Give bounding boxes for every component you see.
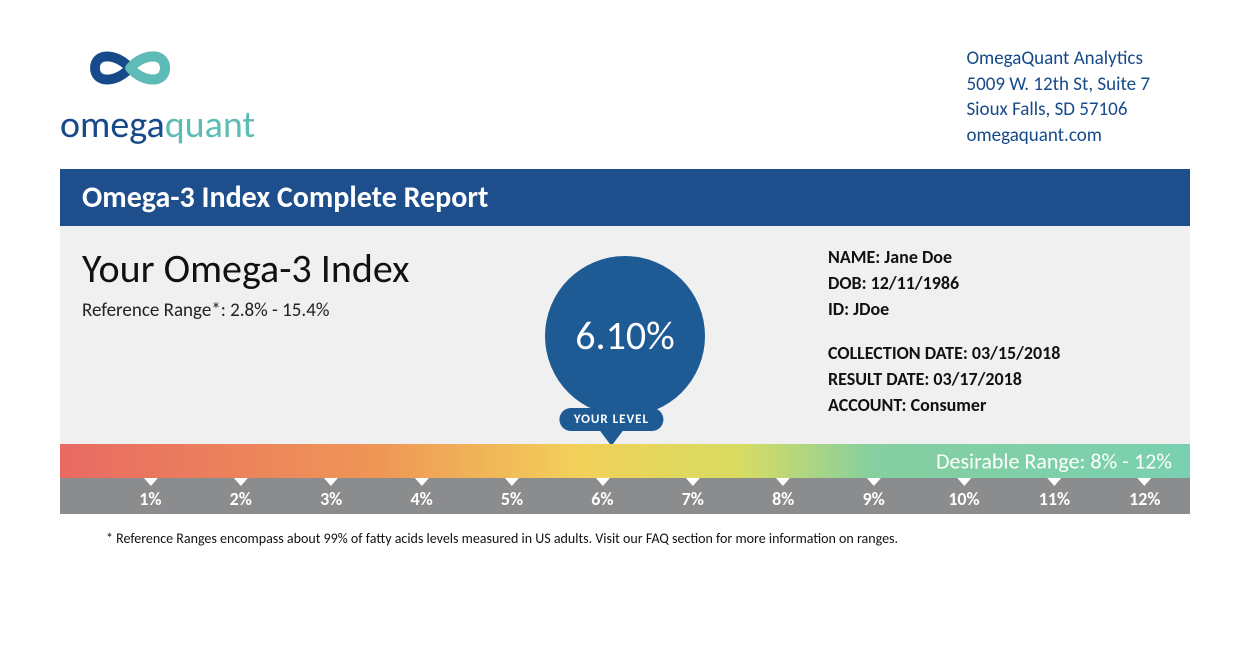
tick-label: 10%	[948, 488, 979, 510]
company-addr2: Sioux Falls, SD 57106	[966, 97, 1150, 123]
scale-tick: 5%	[501, 478, 523, 510]
account: ACCOUNT: Consumer	[828, 392, 1168, 418]
patient-id: ID: JDoe	[828, 296, 1168, 322]
patient-name: NAME: Jane Doe	[828, 244, 1168, 270]
scale-tick: 6%	[591, 478, 613, 510]
scale-tick: 7%	[682, 478, 704, 510]
result-value-circle: 6.10%	[545, 256, 705, 416]
header-row: omegaquant OmegaQuant Analytics 5009 W. …	[60, 40, 1190, 149]
tick-label: 7%	[682, 488, 704, 510]
patient-dob: DOB: 12/11/1986	[828, 270, 1168, 296]
your-level-marker: YOUR LEVEL	[560, 408, 663, 446]
scale-tick: 12%	[1129, 478, 1160, 510]
tick-label: 8%	[772, 488, 794, 510]
collection-date: COLLECTION DATE: 03/15/2018	[828, 340, 1168, 366]
result-value: 6.10%	[575, 311, 675, 360]
desirable-range-label: Desirable Range: 8% - 12%	[936, 447, 1172, 474]
company-info: OmegaQuant Analytics 5009 W. 12th St, Su…	[966, 40, 1190, 149]
result-date: RESULT DATE: 03/17/2018	[828, 366, 1168, 392]
tick-triangle-icon	[776, 478, 790, 486]
gradient-bar: Desirable Range: 8% - 12%	[60, 444, 1190, 478]
infinity-icon	[60, 40, 200, 96]
tick-triangle-icon	[595, 478, 609, 486]
tick-triangle-icon	[1047, 478, 1061, 486]
report-title-bar: Omega-3 Index Complete Report	[60, 169, 1190, 226]
scale: Desirable Range: 8% - 12% 1% 2% 3% 4% 5% 6% 7%…	[60, 444, 1190, 514]
tick-triangle-icon	[957, 478, 971, 486]
tick-label: 5%	[501, 488, 523, 510]
tick-triangle-icon	[415, 478, 429, 486]
logo-wordmark: omegaquant	[60, 102, 255, 148]
tick-triangle-icon	[505, 478, 519, 486]
tick-triangle-icon	[143, 478, 157, 486]
logo-word-quant: quant	[165, 102, 255, 148]
tick-label: 3%	[320, 488, 342, 510]
tick-label: 9%	[862, 488, 884, 510]
scale-tick: 4%	[410, 478, 432, 510]
tick-triangle-icon	[686, 478, 700, 486]
report-page: omegaquant OmegaQuant Analytics 5009 W. …	[60, 40, 1190, 547]
your-level-label: YOUR LEVEL	[560, 408, 663, 431]
scale-tick: 1%	[139, 478, 161, 510]
tick-label: 1%	[139, 488, 161, 510]
scale-tick: 3%	[320, 478, 342, 510]
tick-triangle-icon	[867, 478, 881, 486]
tick-triangle-icon	[1138, 478, 1152, 486]
result-panel: Your Omega-3 Index Reference Range*: 2.8…	[60, 226, 1190, 514]
tick-label: 11%	[1039, 488, 1070, 510]
tick-label: 2%	[230, 488, 252, 510]
tick-triangle-icon	[324, 478, 338, 486]
scale-tick: 9%	[862, 478, 884, 510]
tick-label: 12%	[1129, 488, 1160, 510]
tick-label: 6%	[591, 488, 613, 510]
footnote: * Reference Ranges encompass about 99% o…	[60, 514, 1190, 547]
tick-triangle-icon	[234, 478, 248, 486]
tick-label: 4%	[410, 488, 432, 510]
ticks-row: 1% 2% 3% 4% 5% 6% 7% 8% 9% 10% 11% 12%	[60, 478, 1190, 514]
scale-tick: 8%	[772, 478, 794, 510]
result-heading-block: Your Omega-3 Index Reference Range*: 2.8…	[82, 244, 603, 434]
company-site: omegaquant.com	[966, 123, 1150, 149]
scale-tick: 10%	[948, 478, 979, 510]
patient-info: NAME: Jane Doe DOB: 12/11/1986 ID: JDoe …	[828, 244, 1168, 419]
company-name: OmegaQuant Analytics	[966, 46, 1150, 72]
scale-tick: 11%	[1039, 478, 1070, 510]
logo-block: omegaquant	[60, 40, 255, 148]
panel-top: Your Omega-3 Index Reference Range*: 2.8…	[60, 244, 1190, 444]
logo-word-omega: omega	[60, 102, 165, 148]
scale-tick: 2%	[230, 478, 252, 510]
result-heading: Your Omega-3 Index	[82, 244, 603, 293]
reference-range: Reference Range*: 2.8% - 15.4%	[82, 299, 603, 322]
company-addr1: 5009 W. 12th St, Suite 7	[966, 72, 1150, 98]
